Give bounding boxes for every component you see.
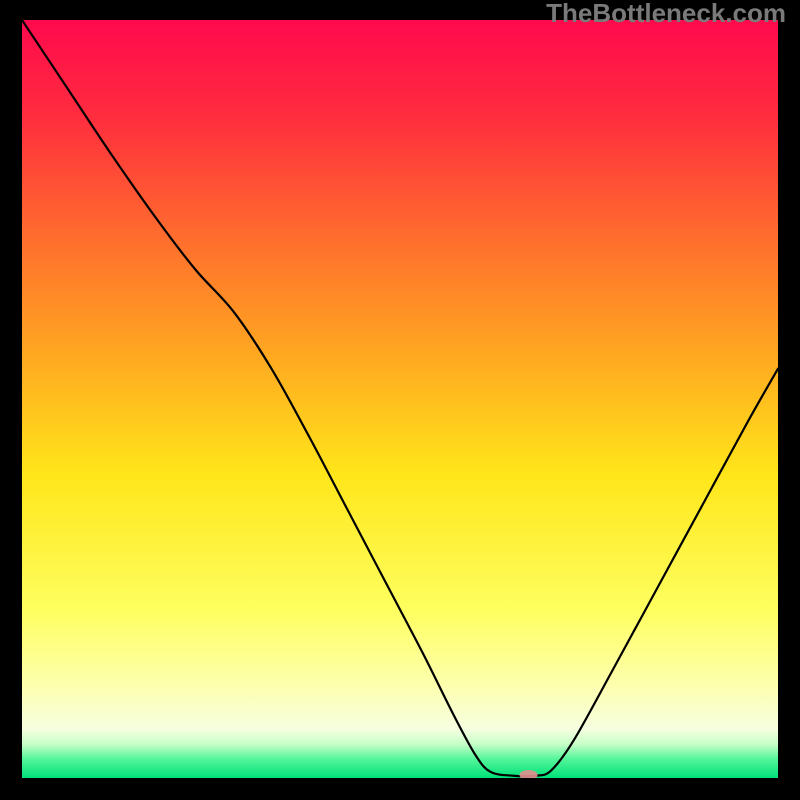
watermark-text: TheBottleneck.com [546, 0, 786, 29]
plot-frame [19, 17, 781, 781]
